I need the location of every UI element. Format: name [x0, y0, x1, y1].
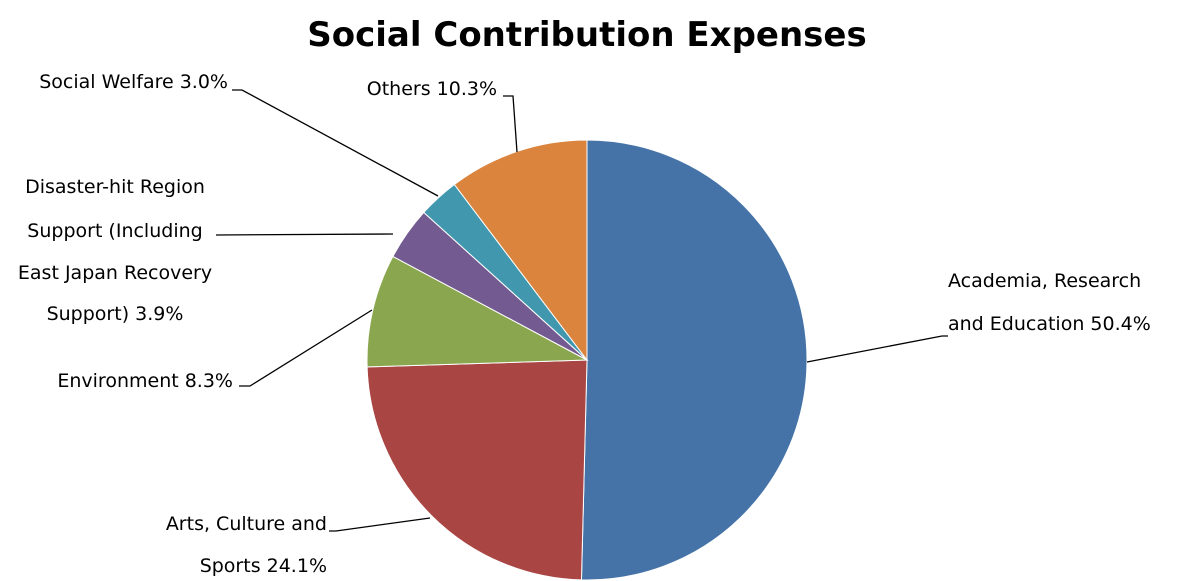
slice-label-line: and Education 50.4%	[948, 313, 1151, 335]
leader-line-4	[215, 233, 394, 236]
slice-label-line: Arts, Culture and	[166, 513, 327, 535]
slice-label-line: Others 10.3%	[367, 78, 497, 100]
slice-label-line: East Japan Recovery	[18, 262, 212, 284]
chart-title: Social Contribution Expenses	[307, 15, 866, 55]
pie-slices	[366, 139, 808, 581]
pie-slice-3	[366, 255, 589, 368]
pie-slice-2	[366, 359, 588, 581]
slice-label-4: Disaster-hit Region Support (Including Eas…	[18, 176, 212, 325]
slice-label-5: Social Welfare 3.0%	[39, 71, 228, 93]
slice-label-line: Social Welfare 3.0%	[39, 71, 228, 93]
slice-label-line: Disaster-hit Region	[25, 176, 205, 198]
slice-label-3: Environment 8.3%	[57, 370, 233, 392]
slice-label-line: Sports 24.1%	[200, 555, 327, 577]
slice-labels: Academia, Research and Education 50.4% Art…	[18, 71, 1151, 577]
leader-line-6	[503, 95, 518, 153]
leader-line-1	[806, 335, 948, 363]
slice-label-line: Support) 3.9%	[47, 303, 184, 325]
slice-label-line: Academia, Research	[948, 270, 1141, 292]
leader-line-5	[232, 89, 439, 197]
slice-label-line: Support (Including	[27, 220, 202, 242]
pie-slice-1	[580, 139, 808, 581]
slice-label-2: Arts, Culture and Sports 24.1%	[166, 513, 327, 577]
leader-line-3	[239, 309, 373, 387]
leader-lines	[215, 89, 948, 532]
leader-line-2	[329, 517, 431, 532]
slice-label-1: Academia, Research and Education 50.4%	[948, 270, 1151, 335]
slice-label-line: Environment 8.3%	[57, 370, 233, 392]
slice-label-6: Others 10.3%	[367, 78, 497, 100]
